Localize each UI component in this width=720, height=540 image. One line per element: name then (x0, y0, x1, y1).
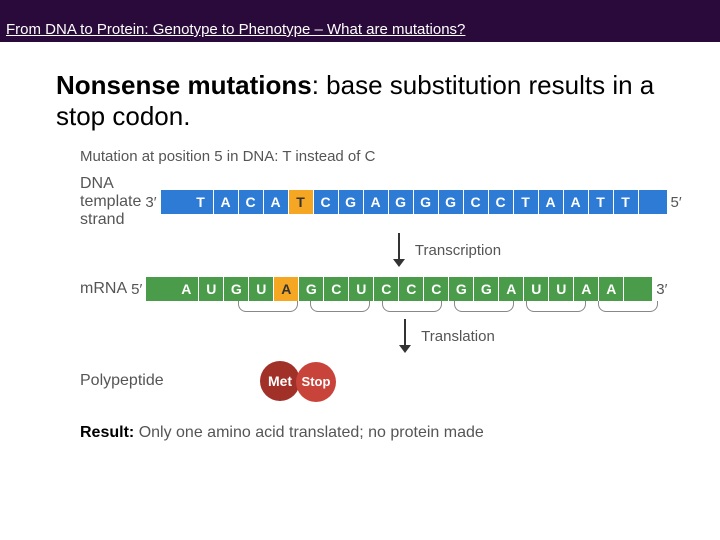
mrna-label: mRNA (80, 280, 127, 298)
mrna-row: mRNA 5′ AUGUAGCUCCCGGAUUAA 3′ (80, 277, 664, 301)
dna-base: A (564, 190, 589, 214)
arrow-down-icon (393, 233, 405, 267)
mrna-3prime: 3′ (656, 281, 667, 298)
mrna-base: C (374, 277, 399, 301)
mrna-base: G (449, 277, 474, 301)
mrna-base: A (574, 277, 599, 301)
amino-acid-circle: Stop (296, 362, 336, 402)
mrna-base: A (174, 277, 199, 301)
dna-label: DNA template strand (80, 175, 141, 229)
dna-3prime: 3′ (145, 194, 156, 211)
translation-label: Translation (421, 328, 495, 345)
diagram-area: Mutation at position 5 in DNA: T instead… (80, 148, 664, 442)
dna-base: T (514, 190, 539, 214)
mrna-base: C (399, 277, 424, 301)
dna-base: C (464, 190, 489, 214)
arrow-down-icon (399, 319, 411, 353)
dna-base: A (364, 190, 389, 214)
header-bar: From DNA to Protein: Genotype to Phenoty… (0, 0, 720, 42)
codon-brace (592, 301, 664, 315)
dna-base: A (214, 190, 239, 214)
dna-base: C (239, 190, 264, 214)
header-title: From DNA to Protein: Genotype to Phenoty… (6, 21, 465, 38)
mrna-lead-left (146, 277, 174, 301)
dna-base: C (489, 190, 514, 214)
dna-lead-right (639, 190, 667, 214)
dna-base: T (614, 190, 639, 214)
dna-base: C (314, 190, 339, 214)
dna-base: A (264, 190, 289, 214)
mrna-base: C (424, 277, 449, 301)
dna-base: T (589, 190, 614, 214)
mrna-base: A (599, 277, 624, 301)
mrna-lead-right (624, 277, 652, 301)
dna-base: G (339, 190, 364, 214)
polypeptide-row: Polypeptide MetStop (80, 361, 664, 402)
main-heading: Nonsense mutations: base substitution re… (56, 70, 664, 132)
dna-base: A (539, 190, 564, 214)
transcription-label: Transcription (415, 242, 501, 259)
codon-brace (376, 301, 448, 315)
mrna-base: G (299, 277, 324, 301)
mrna-base: C (324, 277, 349, 301)
codon-braces (232, 301, 664, 315)
result-line: Result: Only one amino acid translated; … (80, 424, 664, 442)
mutation-note: Mutation at position 5 in DNA: T instead… (80, 148, 664, 165)
mrna-base: A (499, 277, 524, 301)
dna-bar: TACATCGAGGGCCTAATT (161, 190, 667, 214)
mrna-base: U (249, 277, 274, 301)
mrna-base: A (274, 277, 299, 301)
dna-base: T (289, 190, 314, 214)
mrna-strip: 5′ AUGUAGCUCCCGGAUUAA 3′ (127, 277, 671, 301)
transcription-arrow-row: Transcription (230, 233, 664, 267)
polypeptide-chain: MetStop (260, 361, 336, 402)
mrna-base: U (549, 277, 574, 301)
mrna-base: U (199, 277, 224, 301)
dna-lead-left (161, 190, 189, 214)
mrna-base: U (524, 277, 549, 301)
mrna-5prime: 5′ (131, 281, 142, 298)
polypeptide-label: Polypeptide (80, 372, 200, 390)
dna-5prime: 5′ (671, 194, 682, 211)
result-label: Result: (80, 424, 134, 441)
dna-base: T (189, 190, 214, 214)
dna-row: DNA template strand 3′ TACATCGAGGGCCTAAT… (80, 175, 664, 229)
dna-base: G (439, 190, 464, 214)
codon-brace (448, 301, 520, 315)
mrna-bar: AUGUAGCUCCCGGAUUAA (146, 277, 652, 301)
dna-strip: 3′ TACATCGAGGGCCTAATT 5′ (141, 190, 685, 214)
dna-base: G (414, 190, 439, 214)
result-text: Only one amino acid translated; no prote… (139, 424, 484, 441)
mrna-base: G (474, 277, 499, 301)
codon-brace (232, 301, 304, 315)
heading-bold: Nonsense mutations (56, 70, 312, 100)
dna-base: G (389, 190, 414, 214)
amino-acid-circle: Met (260, 361, 300, 401)
codon-brace (520, 301, 592, 315)
mrna-base: U (349, 277, 374, 301)
mrna-base: G (224, 277, 249, 301)
translation-arrow-row: Translation (230, 319, 664, 353)
codon-brace (304, 301, 376, 315)
